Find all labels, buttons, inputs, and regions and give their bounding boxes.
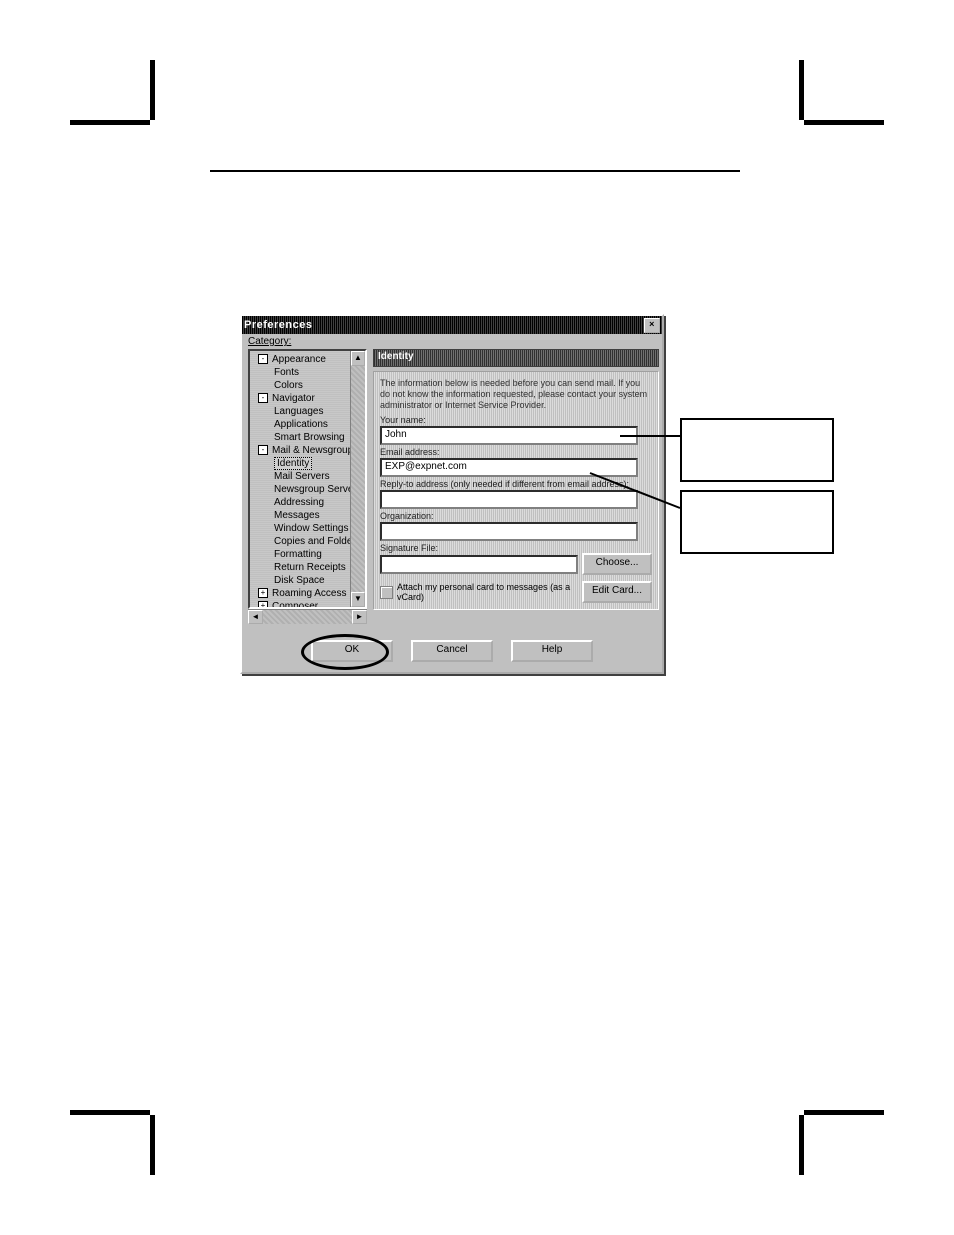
crop-mark — [150, 60, 155, 120]
org-label: Organization: — [380, 511, 652, 521]
tree-branch[interactable]: -Navigator — [252, 392, 348, 405]
choose-button[interactable]: Choose... — [582, 553, 652, 575]
name-label: Your name: — [380, 415, 652, 425]
crop-mark — [70, 1110, 150, 1115]
crop-mark — [799, 60, 804, 120]
category-tree: -AppearanceFontsColors-NavigatorLanguage… — [248, 349, 367, 609]
expand-icon[interactable]: + — [258, 601, 268, 607]
window-title: Preferences — [244, 319, 644, 331]
expand-icon[interactable]: + — [258, 588, 268, 598]
page-rule — [210, 170, 740, 172]
tree-leaf[interactable]: Applications — [252, 418, 348, 431]
tree-leaf[interactable]: Disk Space — [252, 574, 348, 587]
tree-branch[interactable]: + Roaming Access — [252, 587, 348, 600]
tree-branch[interactable]: -Appearance — [252, 353, 348, 366]
tree-leaf[interactable]: Copies and Folder — [252, 535, 348, 548]
scroll-down-icon[interactable]: ▼ — [351, 592, 365, 607]
callout-box — [680, 490, 834, 554]
crop-mark — [804, 1110, 884, 1115]
preferences-dialog: Preferences × Category: -AppearanceFonts… — [240, 314, 664, 674]
tree-label: Roaming Access — [272, 588, 346, 599]
identity-panel: Identity The information below is needed… — [373, 349, 659, 624]
tree-label: Languages — [274, 406, 324, 417]
category-label: Category: — [242, 334, 662, 347]
collapse-icon[interactable]: - — [258, 354, 268, 364]
tree-label: Addressing — [274, 497, 324, 508]
tree-leaf[interactable]: Identity — [252, 457, 348, 470]
replyto-label: Reply-to address (only needed if differe… — [380, 479, 652, 489]
tree-leaf[interactable]: Smart Browsing — [252, 431, 348, 444]
tree-label: Composer — [272, 601, 318, 607]
tree-label: Smart Browsing — [274, 432, 345, 443]
cancel-button[interactable]: Cancel — [411, 640, 493, 662]
collapse-icon[interactable]: - — [258, 445, 268, 455]
crop-mark — [150, 1115, 155, 1175]
tree-leaf[interactable]: Window Settings — [252, 522, 348, 535]
tree-vscrollbar[interactable]: ▲ ▼ — [350, 351, 365, 607]
help-button[interactable]: Help — [511, 640, 593, 662]
scroll-thumb[interactable] — [351, 366, 365, 592]
tree-label: Copies and Folder — [274, 536, 350, 547]
scroll-right-icon[interactable]: ► — [352, 610, 367, 624]
panel-header: Identity — [373, 349, 659, 367]
sig-input[interactable] — [380, 555, 578, 574]
tree-label: Applications — [274, 419, 328, 430]
scroll-track[interactable] — [263, 610, 352, 624]
tree-label: Window Settings — [274, 523, 348, 534]
tree-label: Colors — [274, 380, 303, 391]
dialog-buttons: OK Cancel Help — [242, 628, 662, 672]
edit-card-button[interactable]: Edit Card... — [582, 581, 652, 603]
attach-vcard-checkbox[interactable] — [380, 586, 393, 599]
tree-leaf[interactable]: Newsgroup Serve — [252, 483, 348, 496]
tree-label: Appearance — [272, 354, 326, 365]
attach-vcard-label: Attach my personal card to messages (as … — [397, 582, 578, 602]
tree-leaf[interactable]: Addressing — [252, 496, 348, 509]
panel-hint: The information below is needed before y… — [380, 378, 652, 411]
tree-hscrollbar[interactable]: ◄ ► — [248, 609, 367, 624]
email-input[interactable]: EXP@expnet.com — [380, 458, 638, 477]
tree-label: Identity — [274, 457, 312, 470]
tree-leaf[interactable]: Formatting — [252, 548, 348, 561]
tree-leaf[interactable]: Fonts — [252, 366, 348, 379]
tree-label: Messages — [274, 510, 320, 521]
tree-leaf[interactable]: Languages — [252, 405, 348, 418]
ok-button[interactable]: OK — [311, 640, 393, 662]
tree-viewport[interactable]: -AppearanceFontsColors-NavigatorLanguage… — [250, 351, 350, 607]
tree-label: Disk Space — [274, 575, 325, 586]
tree-branch[interactable]: -Mail & Newsgroups — [252, 444, 348, 457]
titlebar[interactable]: Preferences × — [242, 316, 662, 334]
tree-label: Return Receipts — [274, 562, 346, 573]
org-input[interactable] — [380, 522, 638, 541]
tree-label: Mail & Newsgroups — [272, 445, 350, 456]
scroll-up-icon[interactable]: ▲ — [351, 351, 365, 366]
tree-leaf[interactable]: Messages — [252, 509, 348, 522]
collapse-icon[interactable]: - — [258, 393, 268, 403]
replyto-input[interactable] — [380, 490, 638, 509]
tree-label: Navigator — [272, 393, 315, 404]
crop-mark — [799, 1115, 804, 1175]
close-icon[interactable]: × — [644, 318, 660, 333]
crop-mark — [804, 120, 884, 125]
tree-label: Fonts — [274, 367, 299, 378]
crop-mark — [70, 120, 150, 125]
email-label: Email address: — [380, 447, 652, 457]
tree-branch[interactable]: + Composer — [252, 600, 348, 607]
name-input[interactable]: John — [380, 426, 638, 445]
tree-label: Newsgroup Serve — [274, 484, 350, 495]
tree-leaf[interactable]: Colors — [252, 379, 348, 392]
tree-label: Formatting — [274, 549, 322, 560]
sig-label: Signature File: — [380, 543, 652, 553]
callout-box — [680, 418, 834, 482]
tree-label: Mail Servers — [274, 471, 330, 482]
scroll-left-icon[interactable]: ◄ — [248, 610, 263, 624]
tree-leaf[interactable]: Mail Servers — [252, 470, 348, 483]
tree-leaf[interactable]: Return Receipts — [252, 561, 348, 574]
